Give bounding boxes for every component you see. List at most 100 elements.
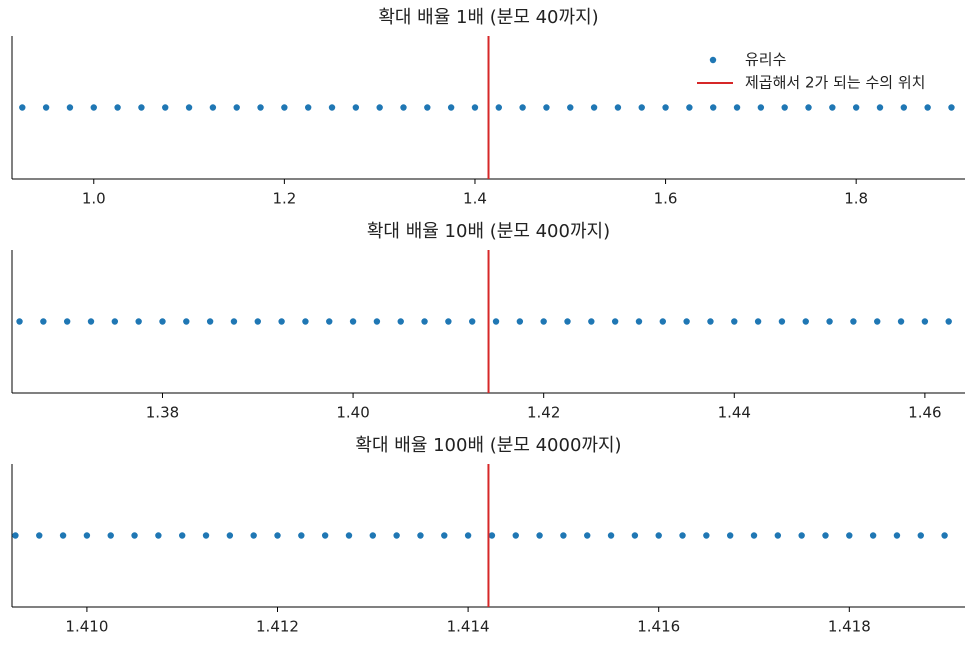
x-tick-label: 1.38: [146, 404, 179, 422]
x-tick-label: 1.412: [256, 618, 299, 636]
point: [536, 532, 543, 539]
point: [659, 318, 667, 325]
point: [945, 318, 952, 325]
point: [802, 318, 809, 325]
point: [948, 104, 955, 111]
point: [560, 532, 567, 539]
point: [257, 104, 264, 111]
point: [349, 318, 357, 325]
point: [921, 318, 929, 325]
point: [662, 104, 669, 111]
legend-marker: [709, 56, 717, 64]
point: [328, 104, 336, 111]
point: [66, 104, 74, 111]
point: [781, 104, 788, 111]
point: [36, 532, 43, 539]
x-tick-label: 1.418: [828, 618, 871, 636]
point: [876, 104, 884, 111]
point: [202, 532, 210, 539]
point: [924, 104, 931, 111]
point: [543, 104, 550, 111]
point: [471, 104, 479, 111]
point: [519, 104, 526, 111]
point: [369, 532, 377, 539]
point: [59, 532, 67, 539]
point: [731, 318, 738, 325]
point: [421, 318, 428, 325]
point: [424, 104, 431, 111]
point: [107, 532, 114, 539]
point: [469, 318, 476, 325]
point: [607, 532, 615, 539]
point: [757, 104, 765, 111]
point: [321, 532, 329, 539]
x-tick-label: 1.8: [844, 190, 868, 208]
point: [400, 104, 407, 111]
point: [679, 532, 686, 539]
x-tick-label: 1.410: [65, 618, 108, 636]
point: [611, 318, 619, 325]
point: [250, 532, 257, 539]
point: [900, 104, 908, 111]
point: [614, 104, 622, 111]
point: [326, 318, 333, 325]
point: [512, 532, 519, 539]
point: [822, 532, 829, 539]
x-tick-label: 1.44: [718, 404, 751, 422]
point: [850, 318, 857, 325]
point: [893, 532, 901, 539]
point: [352, 104, 360, 111]
point: [567, 104, 574, 111]
point: [683, 318, 690, 325]
point: [179, 532, 186, 539]
point: [635, 318, 643, 325]
point: [19, 104, 26, 111]
point: [302, 318, 309, 325]
point: [754, 318, 762, 325]
point: [226, 532, 234, 539]
x-tick-label: 1.40: [336, 404, 369, 422]
point: [90, 104, 97, 111]
point: [281, 104, 288, 111]
chart-title: 확대 배율 10배 (분모 400까지): [367, 221, 610, 242]
point: [278, 318, 285, 325]
legend-label: 제곱해서 2가 되는 수의 위치: [745, 74, 925, 92]
point: [447, 104, 455, 111]
point: [852, 104, 860, 111]
point: [16, 318, 23, 325]
chart-title: 확대 배율 100배 (분모 4000까지): [355, 435, 621, 456]
point: [345, 532, 353, 539]
point: [750, 532, 758, 539]
point: [588, 318, 595, 325]
point: [492, 318, 500, 325]
point: [155, 532, 162, 539]
point: [393, 532, 400, 539]
point: [445, 318, 452, 325]
x-tick-label: 1.2: [272, 190, 296, 208]
point: [464, 532, 472, 539]
point: [488, 532, 496, 539]
point: [63, 318, 71, 325]
point: [87, 318, 95, 325]
point: [183, 318, 190, 325]
point: [826, 318, 833, 325]
point: [114, 104, 121, 111]
point: [376, 104, 383, 111]
point: [298, 532, 305, 539]
point: [274, 532, 281, 539]
x-tick-label: 1.414: [447, 618, 490, 636]
point: [686, 104, 693, 111]
point: [805, 104, 812, 111]
point: [373, 318, 381, 325]
point: [631, 532, 639, 539]
point: [846, 532, 853, 539]
point: [829, 104, 836, 111]
point: [798, 532, 805, 539]
chart-title: 확대 배율 1배 (분모 40까지): [378, 7, 598, 28]
point: [638, 104, 645, 111]
point: [254, 318, 261, 325]
point: [874, 318, 881, 325]
point: [897, 318, 905, 325]
point: [495, 104, 502, 111]
